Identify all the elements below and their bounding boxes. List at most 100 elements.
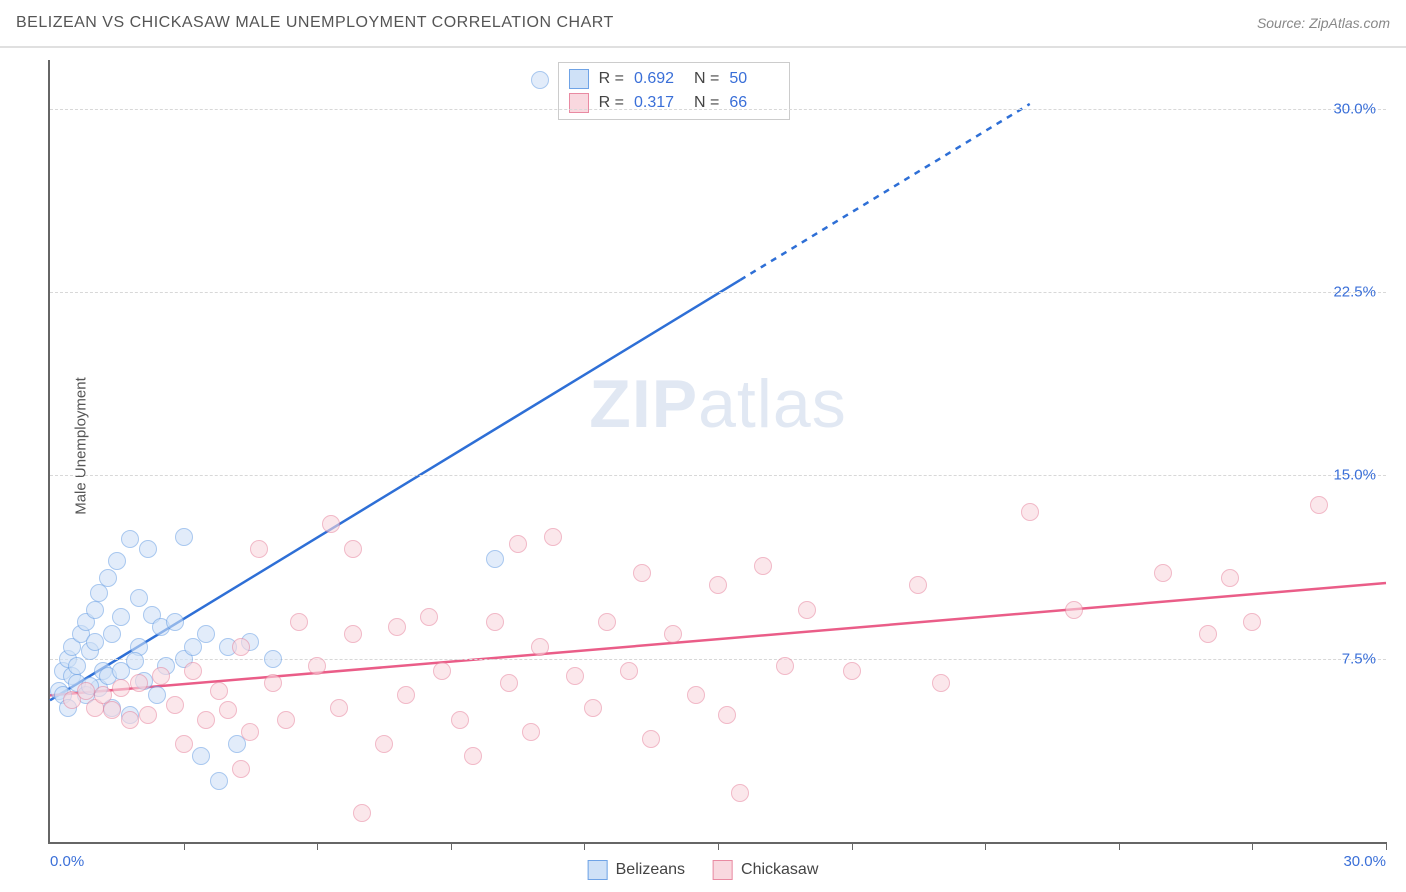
scatter-point (664, 625, 682, 643)
scatter-point (598, 613, 616, 631)
legend-item-belizeans: Belizeans (588, 860, 685, 880)
scatter-point (1199, 625, 1217, 643)
scatter-point (330, 699, 348, 717)
scatter-point (486, 613, 504, 631)
scatter-point (1021, 503, 1039, 521)
scatter-point (130, 589, 148, 607)
scatter-point (620, 662, 638, 680)
scatter-point (1243, 613, 1261, 631)
scatter-point (112, 608, 130, 626)
legend-label-chickasaw: Chickasaw (741, 861, 818, 879)
scatter-point (139, 540, 157, 558)
scatter-point (166, 696, 184, 714)
scatter-point (68, 657, 86, 675)
scatter-point (531, 71, 549, 89)
x-tick (1119, 842, 1120, 850)
gridline-h (50, 292, 1386, 293)
scatter-point (718, 706, 736, 724)
scatter-point (344, 625, 362, 643)
scatter-point (210, 772, 228, 790)
stats-row-chickasaw: R = 0.317 N = 66 (569, 91, 780, 115)
n-value-belizeans: 50 (729, 70, 779, 88)
r-label: R = (599, 70, 624, 88)
x-tick (584, 842, 585, 850)
gridline-h (50, 109, 1386, 110)
scatter-point (175, 735, 193, 753)
x-tick (451, 842, 452, 850)
scatter-point (86, 633, 104, 651)
x-tick (184, 842, 185, 850)
scatter-point (353, 804, 371, 822)
scatter-point (130, 674, 148, 692)
scatter-point (197, 625, 215, 643)
scatter-point (731, 784, 749, 802)
scatter-point (175, 528, 193, 546)
legend-label-belizeans: Belizeans (616, 861, 685, 879)
legend-item-chickasaw: Chickasaw (713, 860, 818, 880)
scatter-point (776, 657, 794, 675)
x-tick (317, 842, 318, 850)
legend-swatch-belizeans (588, 860, 608, 880)
scatter-point (420, 608, 438, 626)
scatter-point (754, 557, 772, 575)
x-axis-min: 0.0% (50, 853, 84, 870)
scatter-point (184, 662, 202, 680)
scatter-point (197, 711, 215, 729)
gridline-h (50, 475, 1386, 476)
swatch-belizeans (569, 69, 589, 89)
scatter-point (798, 601, 816, 619)
scatter-point (77, 682, 95, 700)
scatter-point (464, 747, 482, 765)
watermark: ZIPatlas (589, 365, 846, 443)
scatter-point (232, 638, 250, 656)
scatter-point (566, 667, 584, 685)
scatter-point (322, 515, 340, 533)
scatter-point (210, 682, 228, 700)
scatter-point (375, 735, 393, 753)
scatter-point (544, 528, 562, 546)
scatter-point (86, 601, 104, 619)
scatter-point (1221, 569, 1239, 587)
plot-area: ZIPatlas R = 0.692 N = 50 R = 0.317 N = … (48, 60, 1386, 844)
scatter-point (388, 618, 406, 636)
x-tick (985, 842, 986, 850)
scatter-point (397, 686, 415, 704)
legend-swatch-chickasaw (713, 860, 733, 880)
scatter-point (103, 701, 121, 719)
scatter-point (433, 662, 451, 680)
scatter-point (112, 679, 130, 697)
scatter-point (509, 535, 527, 553)
swatch-chickasaw (569, 93, 589, 113)
gridline-h (50, 659, 1386, 660)
n-label: N = (694, 70, 719, 88)
stats-legend-box: R = 0.692 N = 50 R = 0.317 N = 66 (558, 62, 791, 120)
scatter-point (277, 711, 295, 729)
scatter-point (264, 650, 282, 668)
watermark-zip: ZIP (589, 366, 698, 442)
scatter-point (451, 711, 469, 729)
y-tick-label: 15.0% (1333, 467, 1376, 484)
scatter-point (103, 625, 121, 643)
scatter-point (709, 576, 727, 594)
scatter-point (126, 652, 144, 670)
x-tick (1386, 842, 1387, 850)
scatter-point (500, 674, 518, 692)
scatter-point (687, 686, 705, 704)
scatter-point (99, 569, 117, 587)
scatter-point (241, 723, 259, 741)
scatter-point (1310, 496, 1328, 514)
scatter-point (139, 706, 157, 724)
y-tick-label: 30.0% (1333, 100, 1376, 117)
watermark-atlas: atlas (698, 366, 847, 442)
scatter-point (1154, 564, 1172, 582)
y-tick-label: 7.5% (1342, 650, 1376, 667)
scatter-point (192, 747, 210, 765)
scatter-point (232, 760, 250, 778)
scatter-point (932, 674, 950, 692)
x-tick (852, 842, 853, 850)
chart-source: Source: ZipAtlas.com (1257, 15, 1390, 31)
r-value-belizeans: 0.692 (634, 70, 684, 88)
scatter-point (121, 530, 139, 548)
scatter-point (344, 540, 362, 558)
scatter-point (522, 723, 540, 741)
